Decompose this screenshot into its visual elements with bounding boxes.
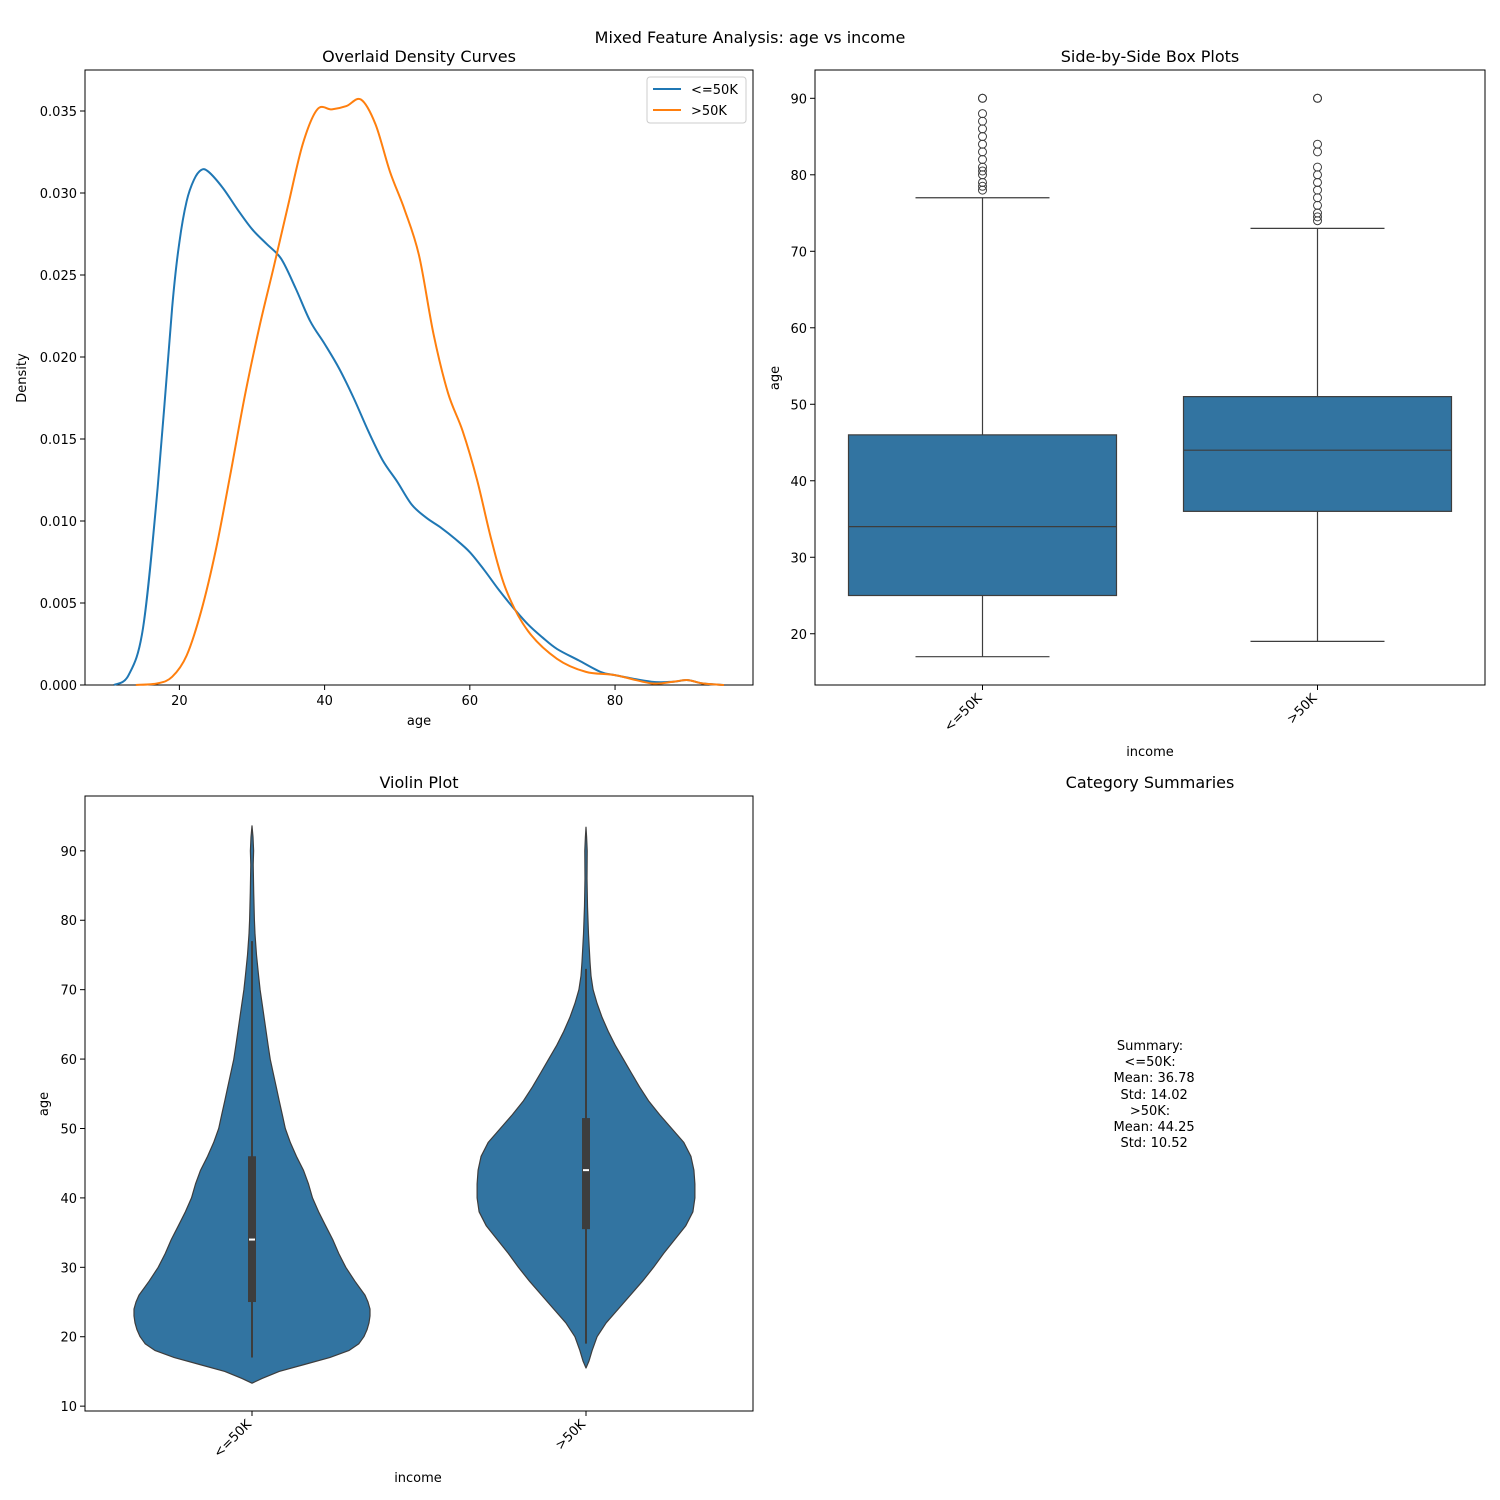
boxplot-xlabel: income <box>1126 745 1174 760</box>
boxplot-ytick-label: 70 <box>790 245 807 260</box>
violin-ytick-label: 20 <box>60 1331 77 1346</box>
density-ylabel: Density <box>15 353 30 403</box>
boxplot-panel: Side-by-Side Box Plots 20 30 40 50 60 70 80 90 <… <box>768 47 1486 760</box>
boxplot-ylabel: age <box>768 366 783 390</box>
boxplot-ytick-label: 40 <box>790 475 807 490</box>
density-xtick-label: 20 <box>171 694 188 709</box>
density-ytick-label: 0.000 <box>40 679 77 694</box>
box-outlier-gt50k <box>1313 93 1322 103</box>
box-outlier-gt50k <box>1313 170 1322 180</box>
density-title: Overlaid Density Curves <box>322 47 516 66</box>
box-outlier-gt50k <box>1313 139 1322 149</box>
violin-ylabel: age <box>37 1092 52 1116</box>
box-outlier-le50k <box>978 166 987 176</box>
density-xtick-label: 60 <box>462 694 479 709</box>
box-gt50k <box>1182 396 1453 512</box>
box-outlier-le50k <box>978 124 987 134</box>
box-outlier-le50k <box>978 109 987 119</box>
violin-ytick-label: 30 <box>60 1261 77 1276</box>
density-line-gt50k <box>135 97 725 686</box>
density-xlabel: age <box>407 714 431 729</box>
summary-title: Category Summaries <box>1066 773 1235 792</box>
violin-xtick-label: >50K <box>553 1417 589 1453</box>
figure-title: Mixed Feature Analysis: age vs income <box>594 28 906 47</box>
box-le50k <box>847 434 1118 597</box>
density-ytick-label: 0.035 <box>40 105 77 120</box>
box-outlier-gt50k <box>1313 177 1322 187</box>
violin-title: Violin Plot <box>379 773 458 792</box>
boxplot-ytick-label: 20 <box>790 628 807 643</box>
violin-ytick-label: 70 <box>60 984 77 999</box>
density-line-le50k <box>113 168 725 686</box>
density-ytick-label: 0.010 <box>40 515 77 530</box>
density-ytick-label: 0.030 <box>40 187 77 202</box>
boxplot-title: Side-by-Side Box Plots <box>1061 47 1240 66</box>
box-outlier-le50k <box>978 93 987 103</box>
density-ytick-label: 0.005 <box>40 597 77 612</box>
box-outlier-gt50k <box>1313 147 1322 157</box>
boxplot-ytick-label: 30 <box>790 551 807 566</box>
violin-iqr-gt50k <box>582 1118 590 1230</box>
violin-ytick-label: 50 <box>60 1122 77 1137</box>
boxplot-axes-frame <box>814 69 1486 686</box>
box-outlier-le50k <box>978 154 987 164</box>
box-outlier-le50k <box>978 181 987 191</box>
violin-ytick-label: 80 <box>60 914 77 929</box>
violin-xtick-label: <=50K <box>211 1417 255 1461</box>
density-ytick-label: 0.020 <box>40 351 77 366</box>
box-outlier-le50k <box>978 132 987 142</box>
violin-shapes <box>133 825 696 1384</box>
boxplot-boxes <box>847 93 1453 658</box>
box-outlier-gt50k <box>1313 193 1322 203</box>
violin-axes-frame <box>84 795 754 1412</box>
boxplot-ytick-label: 90 <box>790 92 807 107</box>
box-outlier-gt50k <box>1313 200 1322 210</box>
boxplot-ytick-label: 80 <box>790 169 807 184</box>
violin-ytick-label: 90 <box>60 845 77 860</box>
legend-label-gt50k: >50K <box>691 104 727 119</box>
violin-ytick-label: 60 <box>60 1053 77 1068</box>
boxplot-ytick-label: 60 <box>790 322 807 337</box>
density-ticks: 20 40 60 80 0.000 0.005 0.010 0.015 0.020 0.025 0.… <box>40 105 624 709</box>
violin-ytick-label: 40 <box>60 1192 77 1207</box>
boxplot-xtick-label: >50K <box>1284 691 1320 727</box>
boxplot-xtick-label: <=50K <box>942 691 986 735</box>
boxplot-ytick-label: 50 <box>790 398 807 413</box>
summary-text: Summary: <=50K: Mean: 36.78 Std: 14.02 >… <box>1113 1039 1195 1152</box>
violin-xlabel: income <box>394 1471 442 1486</box>
box-outlier-gt50k <box>1313 185 1322 195</box>
density-ytick-label: 0.025 <box>40 269 77 284</box>
density-axes-frame <box>84 69 754 686</box>
violin-ytick-label: 10 <box>60 1400 77 1415</box>
legend-label-le50k: <=50K <box>691 83 738 98</box>
box-outlier-le50k <box>978 116 987 126</box>
density-ytick-label: 0.015 <box>40 433 77 448</box>
density-xtick-label: 80 <box>607 694 624 709</box>
density-legend: <=50K >50K <box>646 76 747 124</box>
density-lines <box>113 97 725 686</box>
box-outlier-gt50k <box>1313 212 1322 222</box>
violin-iqr-le50k <box>248 1156 256 1303</box>
box-outlier-le50k <box>978 147 987 157</box>
density-panel: Overlaid Density Curves 20 40 60 80 0.000 0.0… <box>15 47 754 729</box>
box-outlier-gt50k <box>1313 162 1322 172</box>
density-xtick-label: 40 <box>316 694 333 709</box>
box-outlier-le50k <box>978 139 987 149</box>
